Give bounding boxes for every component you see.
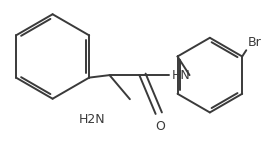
Text: Br: Br (248, 36, 261, 49)
Text: O: O (155, 120, 164, 133)
Text: HN: HN (172, 69, 191, 82)
Text: H2N: H2N (79, 113, 105, 126)
